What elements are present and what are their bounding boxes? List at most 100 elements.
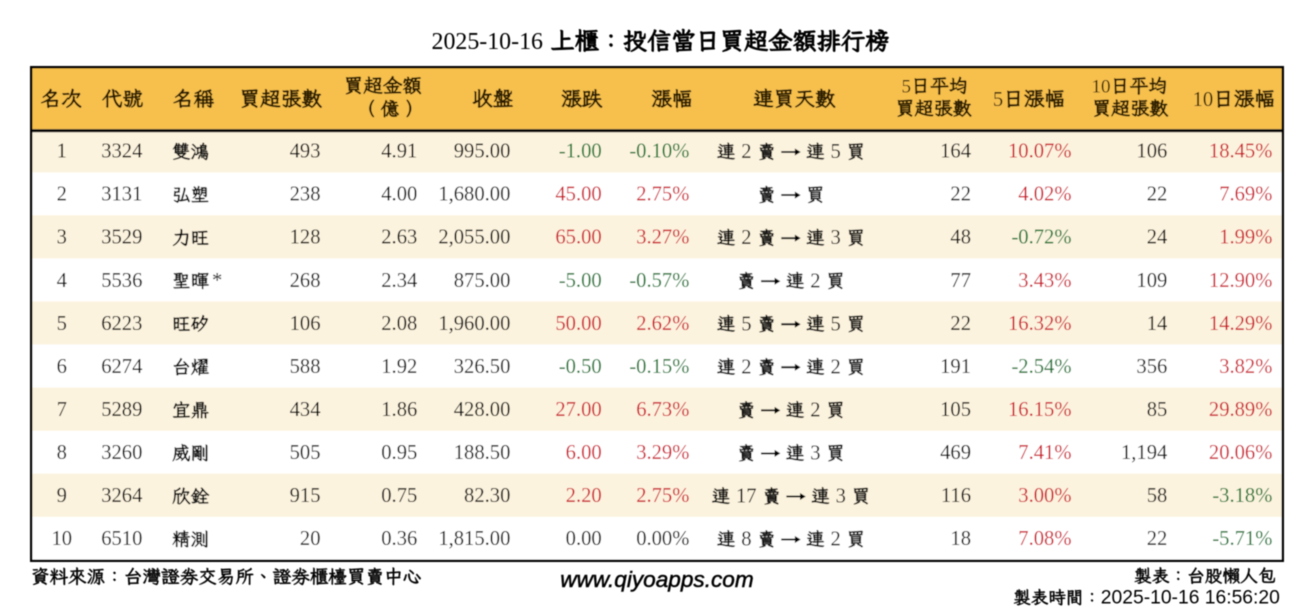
svg-text:5: 5: [831, 141, 841, 163]
svg-text:6223: 6223: [101, 313, 142, 335]
svg-text:-5.00: -5.00: [559, 270, 602, 292]
svg-text:5: 5: [57, 313, 67, 335]
svg-text:128: 128: [290, 227, 321, 249]
svg-text:2.20: 2.20: [566, 485, 602, 507]
svg-text:65.00: 65.00: [555, 227, 601, 249]
svg-text:4: 4: [57, 270, 67, 292]
svg-text:27.00: 27.00: [555, 399, 601, 421]
svg-text:5: 5: [741, 313, 751, 335]
svg-text:2.75%: 2.75%: [636, 184, 689, 206]
svg-text:2: 2: [741, 141, 751, 163]
svg-text:493: 493: [290, 141, 321, 163]
svg-text:-3.18%: -3.18%: [1212, 485, 1272, 507]
svg-text:434: 434: [290, 399, 321, 421]
svg-text:5: 5: [831, 313, 841, 335]
svg-text:238: 238: [290, 184, 321, 206]
svg-text:-0.50: -0.50: [559, 356, 602, 378]
svg-text:12.90%: 12.90%: [1209, 270, 1273, 292]
svg-text:2: 2: [741, 227, 751, 249]
svg-text:-0.72%: -0.72%: [1011, 227, 1071, 249]
svg-text:1,194: 1,194: [1121, 442, 1167, 464]
svg-text:0.00: 0.00: [566, 528, 602, 550]
svg-text:20.06%: 20.06%: [1209, 442, 1273, 464]
svg-text:3264: 3264: [101, 485, 142, 507]
svg-text:7.08%: 7.08%: [1018, 528, 1071, 550]
svg-text:3.43%: 3.43%: [1018, 270, 1071, 292]
svg-text:1,960.00: 1,960.00: [438, 313, 510, 335]
svg-text:268: 268: [290, 270, 321, 292]
svg-text:0.75: 0.75: [381, 485, 417, 507]
svg-text:326.50: 326.50: [454, 356, 511, 378]
svg-text:5536: 5536: [101, 270, 142, 292]
svg-text:1,815.00: 1,815.00: [438, 528, 510, 550]
svg-text:7: 7: [57, 399, 67, 421]
svg-text:2: 2: [810, 270, 820, 292]
svg-text:24: 24: [1147, 227, 1168, 249]
svg-text:18: 18: [950, 528, 971, 550]
svg-text:6510: 6510: [101, 528, 142, 550]
svg-text:188.50: 188.50: [454, 442, 511, 464]
svg-text:7.69%: 7.69%: [1219, 184, 1272, 206]
svg-text:48: 48: [950, 227, 971, 249]
svg-text:2025-10-16: 2025-10-16: [432, 29, 544, 55]
svg-text:588: 588: [290, 356, 321, 378]
svg-text:2.08: 2.08: [381, 313, 417, 335]
svg-text:3: 3: [836, 486, 846, 508]
svg-text:10.07%: 10.07%: [1008, 141, 1072, 163]
svg-text:-0.15%: -0.15%: [629, 356, 689, 378]
svg-text:22: 22: [1147, 528, 1168, 550]
svg-text:2.75%: 2.75%: [636, 485, 689, 507]
svg-text:3.00%: 3.00%: [1018, 485, 1071, 507]
svg-text:50.00: 50.00: [555, 313, 601, 335]
svg-text:2: 2: [741, 356, 751, 378]
svg-text:2: 2: [810, 400, 820, 422]
svg-text:17: 17: [736, 486, 757, 508]
svg-text:-0.10%: -0.10%: [629, 141, 689, 163]
svg-text:6.73%: 6.73%: [636, 399, 689, 421]
svg-text:3.29%: 3.29%: [636, 442, 689, 464]
svg-text:22: 22: [950, 184, 971, 206]
svg-text:995.00: 995.00: [454, 141, 511, 163]
svg-text:106: 106: [1136, 141, 1167, 163]
svg-text:6274: 6274: [101, 356, 142, 378]
svg-text:*: *: [212, 270, 222, 292]
svg-text:1,680.00: 1,680.00: [438, 184, 510, 206]
svg-text:29.89%: 29.89%: [1209, 399, 1273, 421]
svg-text:2025-10-16 16:56:20: 2025-10-16 16:56:20: [1101, 588, 1280, 609]
svg-text:77: 77: [950, 270, 971, 292]
svg-text:191: 191: [940, 356, 971, 378]
svg-text:0.00%: 0.00%: [636, 528, 689, 550]
svg-text:105: 105: [940, 399, 971, 421]
svg-text:469: 469: [940, 442, 971, 464]
svg-text:-2.54%: -2.54%: [1011, 356, 1071, 378]
svg-text:2: 2: [57, 184, 67, 206]
svg-text:22: 22: [1147, 184, 1168, 206]
svg-text:3.82%: 3.82%: [1219, 356, 1272, 378]
svg-text:0.36: 0.36: [381, 528, 417, 550]
svg-text:915: 915: [290, 485, 321, 507]
svg-text:58: 58: [1147, 485, 1168, 507]
svg-text:5289: 5289: [101, 399, 142, 421]
svg-text:www.qiyoapps.com: www.qiyoapps.com: [560, 567, 753, 592]
svg-text:116: 116: [941, 485, 971, 507]
svg-text:2.62%: 2.62%: [636, 313, 689, 335]
svg-text:3: 3: [57, 227, 67, 249]
svg-text:3260: 3260: [101, 442, 142, 464]
svg-text:5: 5: [902, 76, 912, 97]
svg-text:45.00: 45.00: [555, 184, 601, 206]
svg-text:-0.57%: -0.57%: [629, 270, 689, 292]
svg-text:3.27%: 3.27%: [636, 227, 689, 249]
svg-text:109: 109: [1136, 270, 1167, 292]
svg-text:-1.00: -1.00: [559, 141, 602, 163]
svg-text:6.00: 6.00: [566, 442, 602, 464]
svg-text:-5.71%: -5.71%: [1212, 528, 1272, 550]
svg-text:14: 14: [1147, 313, 1168, 335]
svg-text:4.91: 4.91: [381, 141, 417, 163]
svg-text:2,055.00: 2,055.00: [438, 227, 510, 249]
svg-text:5: 5: [993, 89, 1003, 111]
svg-text:9: 9: [57, 485, 67, 507]
svg-text:106: 106: [290, 313, 321, 335]
svg-text:1.99%: 1.99%: [1219, 227, 1272, 249]
svg-text:14.29%: 14.29%: [1209, 313, 1273, 335]
svg-text:2: 2: [831, 529, 841, 551]
